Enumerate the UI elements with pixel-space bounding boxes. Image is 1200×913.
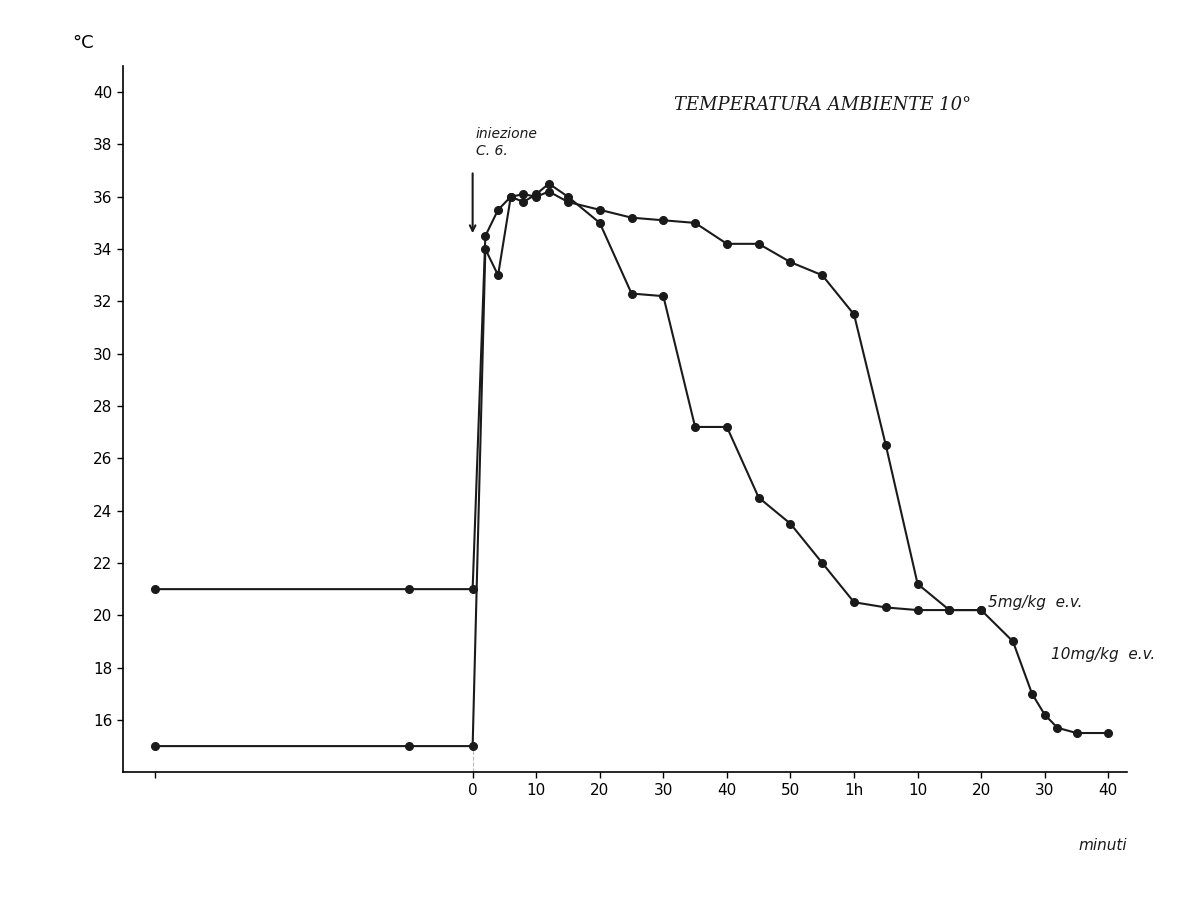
Y-axis label: °C: °C bbox=[72, 34, 94, 52]
Text: TEMPERATURA AMBIENTE 10°: TEMPERATURA AMBIENTE 10° bbox=[673, 96, 971, 114]
Text: 5mg/kg  e.v.: 5mg/kg e.v. bbox=[988, 594, 1082, 610]
Text: iniezione
C. 6.: iniezione C. 6. bbox=[476, 127, 538, 158]
Text: minuti: minuti bbox=[1079, 837, 1127, 853]
Text: 10mg/kg  e.v.: 10mg/kg e.v. bbox=[1051, 647, 1156, 662]
